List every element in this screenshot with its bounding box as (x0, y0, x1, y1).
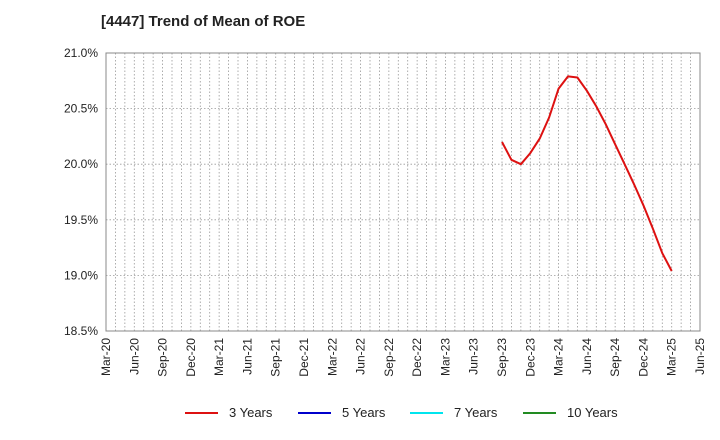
legend: 3 Years 5 Years 7 Years 10 Years (0, 405, 720, 425)
x-tick-label: Sep-22 (382, 338, 396, 377)
legend-item: 5 Years (298, 405, 385, 420)
legend-item: 10 Years (523, 405, 618, 420)
x-tick-label: Dec-20 (184, 338, 198, 377)
legend-swatch (185, 411, 218, 414)
x-tick-label: Sep-21 (269, 338, 283, 377)
x-tick-label: Dec-24 (636, 338, 650, 377)
x-tick-label: Jun-21 (240, 338, 254, 375)
x-tick-label: Jun-22 (354, 338, 368, 375)
x-tick-label: Mar-23 (438, 338, 452, 376)
x-tick-label: Sep-24 (608, 338, 622, 377)
legend-swatch (523, 411, 556, 414)
y-tick-label: 18.5% (64, 324, 98, 338)
x-tick-label: Mar-24 (552, 338, 566, 376)
legend-swatch (298, 411, 331, 414)
x-tick-label: Mar-20 (99, 338, 113, 376)
x-tick-label: Jun-23 (467, 338, 481, 375)
grid (106, 53, 700, 331)
legend-label: 3 Years (229, 405, 273, 420)
legend-label: 10 Years (567, 405, 618, 420)
x-tick-label: Mar-25 (665, 338, 679, 376)
x-tick-label: Jun-24 (580, 338, 594, 375)
x-tick-label: Sep-23 (495, 338, 509, 377)
x-tick-label: Sep-20 (156, 338, 170, 377)
x-axis: Mar-20 Jun-20 Sep-20 Dec-20 Mar-21 Jun-21 Sep-… (99, 338, 707, 377)
legend-item: 3 Years (185, 405, 272, 420)
y-tick-label: 19.0% (64, 268, 98, 282)
y-axis: 18.5% 19.0% 19.5% 20.0% 20.5% 21.0% (64, 46, 98, 338)
x-tick-label: Dec-21 (297, 338, 311, 377)
y-tick-label: 20.5% (64, 102, 98, 116)
series-line-3-years (501, 75, 673, 272)
x-tick-label: Jun-25 (693, 338, 707, 375)
x-tick-label: Mar-21 (212, 338, 226, 376)
y-tick-label: 21.0% (64, 46, 98, 60)
legend-item: 7 Years (410, 405, 497, 420)
legend-label: 5 Years (342, 405, 386, 420)
y-tick-label: 19.5% (64, 213, 98, 227)
legend-swatch (410, 411, 443, 414)
x-tick-label: Jun-20 (127, 338, 141, 375)
chart-title: [4447] Trend of Mean of ROE (101, 13, 306, 30)
x-tick-label: Mar-22 (325, 338, 339, 376)
plot-frame (105, 52, 701, 332)
x-tick-label: Dec-23 (523, 338, 537, 377)
y-tick-label: 20.0% (64, 157, 98, 171)
legend-label: 7 Years (454, 405, 498, 420)
x-tick-label: Dec-22 (410, 338, 424, 377)
series-layer (501, 75, 673, 272)
